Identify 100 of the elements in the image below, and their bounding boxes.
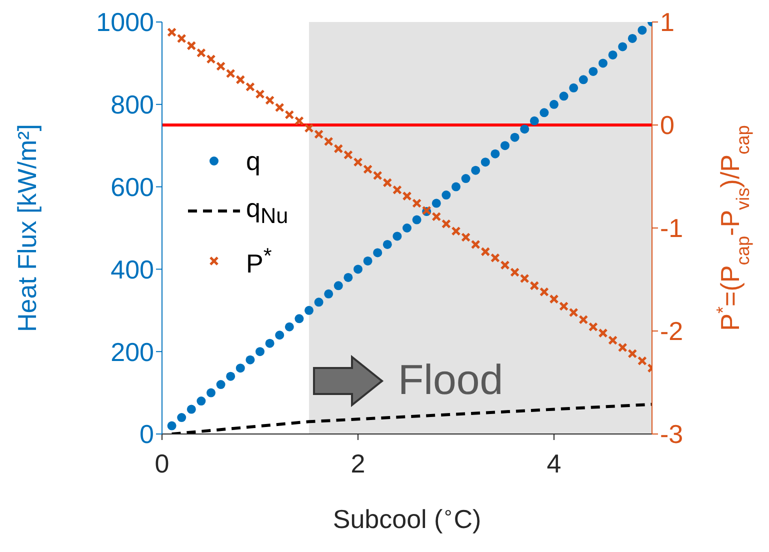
- point: [177, 413, 186, 422]
- point: [334, 144, 344, 154]
- point: [530, 116, 539, 126]
- point: [256, 347, 264, 356]
- point: [167, 421, 176, 430]
- point: [441, 219, 451, 229]
- point: [461, 232, 471, 242]
- annotation: Flood: [398, 356, 504, 404]
- y-tick-label: 800: [110, 90, 154, 120]
- point: [490, 253, 500, 263]
- point: [274, 102, 284, 112]
- point: [628, 348, 638, 358]
- y2-tick-label: 0: [660, 110, 674, 140]
- point: [186, 404, 196, 414]
- point: [245, 82, 255, 92]
- point: [304, 123, 314, 133]
- point: [578, 75, 588, 84]
- point: [461, 174, 470, 184]
- point: [510, 132, 520, 142]
- point: [569, 83, 578, 92]
- y-tick-label: 0: [140, 419, 154, 450]
- point: [598, 328, 608, 338]
- point: [638, 26, 647, 35]
- point: [206, 388, 216, 398]
- point: [608, 50, 618, 60]
- y-tick-label: 200: [110, 336, 154, 367]
- point: [559, 92, 568, 101]
- point: [206, 54, 216, 64]
- point: [284, 110, 294, 120]
- point: [471, 166, 480, 175]
- point: [480, 246, 490, 256]
- point: [344, 272, 353, 282]
- point: [265, 96, 275, 106]
- point: [265, 338, 274, 348]
- point: [520, 274, 530, 284]
- y-tick-label: 400: [110, 254, 154, 284]
- point: [540, 108, 549, 118]
- point: [500, 141, 510, 150]
- point: [392, 232, 402, 241]
- point: [246, 355, 255, 364]
- point: [402, 224, 412, 232]
- point: [304, 306, 314, 315]
- legend-label: q: [246, 146, 260, 176]
- point: [520, 124, 530, 134]
- point: [588, 322, 598, 332]
- point: [382, 240, 392, 249]
- point: [324, 136, 334, 146]
- legend-label: q$_{Nu}$: [246, 192, 288, 230]
- point: [216, 380, 226, 390]
- point: [432, 212, 442, 222]
- point: [294, 116, 304, 126]
- y2-tick-label: -2: [660, 316, 684, 346]
- point: [216, 62, 226, 72]
- point: [628, 34, 637, 43]
- y2-tick-label: -3: [660, 419, 684, 450]
- point: [637, 356, 647, 366]
- point: [490, 149, 500, 158]
- point: [402, 191, 412, 201]
- y2-tick-label: 1: [660, 7, 674, 38]
- point: [284, 322, 294, 332]
- point: [412, 215, 422, 224]
- x-axis-title: Subcool ($^{∘}$C): [332, 502, 482, 534]
- point: [372, 170, 382, 180]
- point: [442, 190, 451, 200]
- point: [353, 157, 363, 167]
- point: [452, 182, 460, 192]
- point: [294, 314, 304, 324]
- x-tick-label: 2: [350, 448, 366, 478]
- point: [373, 248, 382, 258]
- point: [363, 164, 373, 174]
- point: [412, 198, 422, 208]
- point: [539, 287, 549, 297]
- point: [392, 185, 402, 195]
- point: [334, 281, 343, 290]
- point: [568, 308, 578, 318]
- point: [255, 89, 265, 99]
- point: [559, 302, 569, 312]
- point: [314, 130, 324, 140]
- legend-label: P$^{*}$: [246, 242, 272, 280]
- point: [510, 268, 520, 278]
- x-tick-label: 4: [546, 448, 562, 478]
- point: [470, 240, 480, 250]
- point: [314, 298, 324, 307]
- point: [196, 48, 206, 58]
- y2-tick-label: -1: [660, 213, 684, 244]
- point: [236, 364, 245, 373]
- point: [608, 336, 618, 346]
- point: [354, 264, 362, 274]
- y-tick-label: 600: [110, 172, 154, 202]
- point: [343, 150, 353, 160]
- point: [588, 66, 598, 76]
- point: [275, 330, 284, 340]
- point: [186, 40, 196, 50]
- point: [226, 68, 236, 78]
- point: [176, 34, 186, 44]
- point: [226, 372, 236, 381]
- point: [196, 396, 206, 406]
- point: [500, 260, 510, 270]
- point: [578, 314, 588, 324]
- point: [530, 280, 540, 290]
